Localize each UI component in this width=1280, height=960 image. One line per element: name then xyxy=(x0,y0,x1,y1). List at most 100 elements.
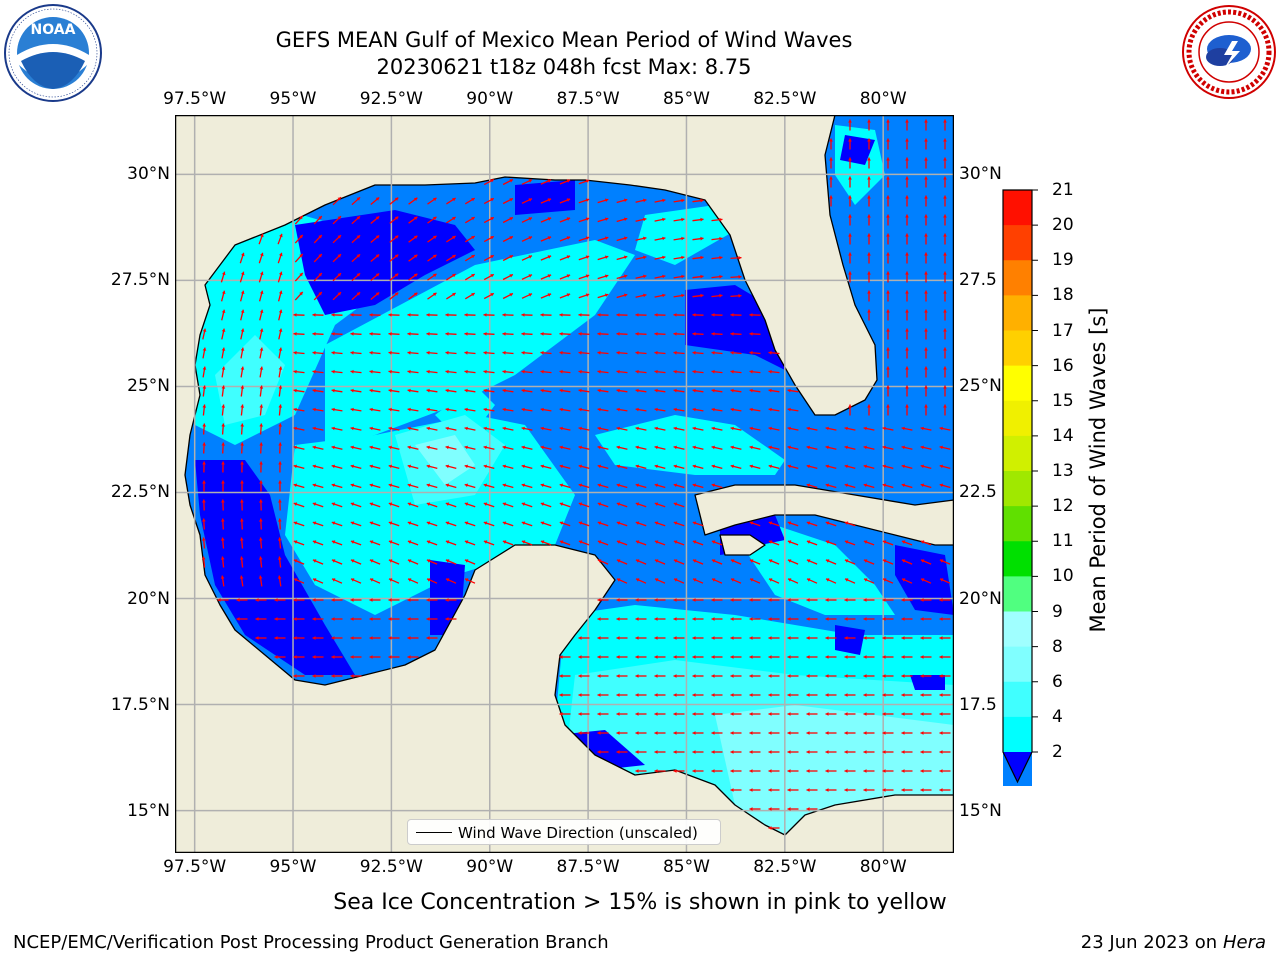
colorbar-tick-label: 4 xyxy=(1052,706,1063,727)
wind-wave-arrow xyxy=(654,293,666,298)
wind-wave-arrow xyxy=(943,347,947,359)
wind-wave-arrow xyxy=(559,655,571,659)
wind-wave-arrow xyxy=(711,674,723,678)
wind-wave-arrow xyxy=(578,293,590,299)
wind-wave-arrow xyxy=(749,369,761,374)
wind-wave-arrow xyxy=(635,540,647,546)
wind-wave-arrow xyxy=(313,272,323,282)
wind-wave-arrow xyxy=(692,578,704,584)
lat-tick-label-right: 22.5 xyxy=(959,482,997,503)
colorbar-tick-label: 11 xyxy=(1052,531,1074,552)
wind-wave-arrow xyxy=(692,217,704,222)
wind-wave-arrow xyxy=(768,636,780,640)
wind-wave-arrow xyxy=(407,332,419,336)
wind-wave-arrow xyxy=(240,366,245,378)
wind-wave-arrow xyxy=(464,445,476,450)
wind-wave-arrow xyxy=(239,575,244,587)
wind-wave-arrow xyxy=(882,655,894,659)
wind-wave-arrow xyxy=(597,693,609,697)
wind-wave-arrow xyxy=(201,556,206,568)
wind-wave-arrow xyxy=(426,521,438,527)
wind-wave-arrow xyxy=(901,540,913,546)
wind-wave-arrow xyxy=(848,271,852,283)
wind-wave-arrow xyxy=(749,559,761,565)
wind-wave-arrow xyxy=(426,445,438,450)
wind-wave-arrow xyxy=(483,292,495,300)
wind-wave-arrow xyxy=(426,369,438,374)
wind-wave-arrow xyxy=(886,385,890,397)
wind-wave-arrow xyxy=(483,540,495,546)
wind-wave-arrow xyxy=(332,196,342,206)
wind-wave-arrow xyxy=(825,750,837,754)
wind-wave-arrow xyxy=(867,176,871,188)
wind-wave-arrow xyxy=(407,636,419,640)
wind-wave-arrow xyxy=(863,578,875,584)
wind-wave-arrow xyxy=(597,236,609,242)
wind-wave-arrow xyxy=(236,617,248,621)
wind-wave-arrow xyxy=(882,769,894,773)
wind-wave-arrow xyxy=(578,502,590,508)
wind-wave-arrow xyxy=(939,750,951,754)
wind-wave-arrow xyxy=(616,540,628,546)
wind-wave-arrow xyxy=(559,350,571,355)
wind-wave-arrow xyxy=(920,712,932,716)
wind-wave-arrow xyxy=(540,255,552,261)
wind-wave-arrow xyxy=(886,347,890,359)
footer-credit: NCEP/EMC/Verification Post Processing Pr… xyxy=(13,932,609,953)
wind-wave-arrow xyxy=(255,636,267,640)
wind-wave-arrow xyxy=(886,157,890,169)
wind-wave-arrow xyxy=(483,235,495,243)
wind-wave-arrow xyxy=(844,578,856,584)
wind-wave-arrow xyxy=(502,292,514,300)
wind-wave-arrow xyxy=(939,731,951,735)
wind-wave-arrow xyxy=(673,332,685,336)
wind-wave-arrow xyxy=(445,617,457,621)
wind-wave-arrow xyxy=(844,483,856,489)
wind-wave-arrow xyxy=(312,388,324,393)
wind-wave-arrow xyxy=(882,540,894,546)
wind-wave-arrow xyxy=(540,407,552,412)
wind-wave-arrow xyxy=(312,502,324,508)
wind-wave-arrow xyxy=(597,293,609,299)
wind-wave-arrow xyxy=(464,216,476,224)
wind-wave-arrow xyxy=(259,385,264,397)
wind-wave-arrow xyxy=(370,254,380,262)
wind-wave-arrow xyxy=(673,407,685,412)
wind-wave-arrow xyxy=(673,578,685,584)
wind-wave-arrow xyxy=(221,423,226,435)
wind-wave-arrow xyxy=(616,388,628,393)
wind-wave-arrow xyxy=(768,788,780,792)
wind-wave-arrow xyxy=(616,674,628,678)
wind-wave-arrow xyxy=(943,404,947,416)
wind-wave-arrow xyxy=(278,461,282,473)
wind-wave-arrow xyxy=(673,769,685,773)
wind-wave-arrow xyxy=(768,598,780,602)
wind-wave-arrow xyxy=(616,712,628,716)
wind-wave-arrow xyxy=(521,255,533,261)
wind-wave-arrow xyxy=(692,445,704,450)
wind-wave-arrow xyxy=(240,347,245,359)
wind-wave-arrow xyxy=(369,407,381,412)
wind-wave-arrow xyxy=(202,499,206,511)
wind-wave-arrow xyxy=(331,464,343,470)
wind-wave-arrow xyxy=(293,521,305,527)
sea-ice-note: Sea Ice Concentration > 15% is shown in … xyxy=(333,890,947,915)
wind-wave-arrow xyxy=(768,693,780,697)
wind-wave-arrow xyxy=(886,404,890,416)
wind-wave-arrow xyxy=(408,216,418,224)
wind-wave-arrow xyxy=(768,674,780,678)
wind-wave-arrow xyxy=(312,464,324,470)
wind-wave-arrow xyxy=(787,655,799,659)
wind-wave-arrow xyxy=(578,655,590,659)
colorbar-tick-label: 14 xyxy=(1052,425,1074,446)
wind-wave-arrow xyxy=(711,578,723,584)
wind-wave-arrow xyxy=(277,556,282,568)
wind-wave-arrow xyxy=(806,445,818,450)
wind-wave-arrow xyxy=(369,655,381,659)
wind-wave-arrow xyxy=(240,499,244,511)
wind-wave-arrow xyxy=(863,598,875,602)
wind-wave-arrow xyxy=(920,693,932,697)
wind-wave-arrow xyxy=(905,176,909,188)
wind-wave-arrow xyxy=(920,598,932,602)
wind-wave-arrow xyxy=(768,769,780,773)
